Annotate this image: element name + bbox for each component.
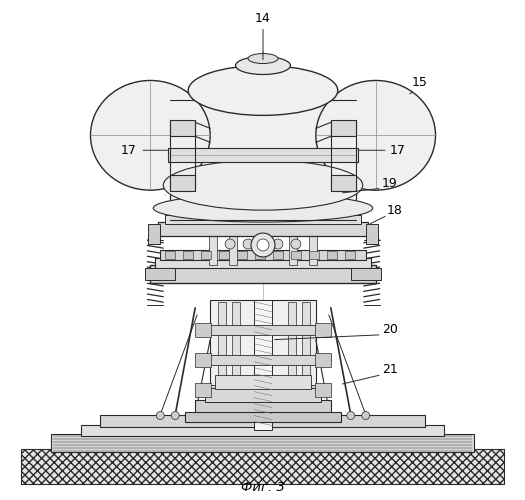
Bar: [209, 230, 217, 265]
Bar: [52, 448, 472, 449]
Bar: [100, 414, 425, 426]
Circle shape: [257, 239, 269, 251]
Bar: [52, 442, 472, 443]
Bar: [52, 444, 472, 446]
Text: 18: 18: [387, 204, 403, 216]
Text: 19: 19: [382, 176, 397, 190]
Bar: [205, 388, 321, 402]
Ellipse shape: [90, 80, 210, 190]
Bar: [165, 215, 361, 224]
Bar: [159, 222, 368, 236]
Ellipse shape: [153, 194, 373, 222]
Ellipse shape: [316, 80, 436, 190]
Bar: [20, 450, 505, 484]
Circle shape: [258, 239, 268, 249]
Bar: [327, 251, 337, 259]
Circle shape: [347, 412, 355, 420]
Bar: [195, 323, 211, 337]
Bar: [215, 374, 311, 388]
Bar: [315, 382, 331, 396]
Circle shape: [171, 412, 179, 420]
Circle shape: [273, 239, 283, 249]
Bar: [145, 268, 175, 280]
Bar: [170, 120, 195, 136]
Text: 21: 21: [382, 363, 397, 376]
Bar: [302, 302, 310, 416]
Bar: [185, 412, 341, 422]
Circle shape: [362, 412, 370, 420]
Ellipse shape: [163, 160, 363, 210]
Bar: [237, 251, 247, 259]
Bar: [50, 434, 475, 452]
Circle shape: [291, 239, 301, 249]
Text: Фиг. 3: Фиг. 3: [241, 481, 285, 494]
Bar: [195, 352, 211, 366]
Bar: [195, 382, 211, 396]
Text: 17: 17: [120, 144, 136, 157]
Bar: [219, 251, 229, 259]
Bar: [309, 230, 317, 265]
Bar: [52, 438, 472, 440]
Bar: [366, 224, 377, 244]
Bar: [52, 436, 472, 437]
Bar: [165, 251, 175, 259]
Bar: [229, 230, 237, 265]
Bar: [315, 323, 331, 337]
Circle shape: [251, 233, 275, 257]
Bar: [255, 251, 265, 259]
Bar: [149, 224, 160, 244]
Bar: [170, 175, 195, 191]
Bar: [289, 230, 297, 265]
Bar: [309, 251, 319, 259]
Bar: [345, 251, 355, 259]
Ellipse shape: [236, 56, 290, 74]
Bar: [170, 100, 356, 220]
Text: 17: 17: [390, 144, 405, 157]
Bar: [155, 258, 371, 268]
Bar: [168, 148, 358, 162]
Bar: [195, 400, 331, 413]
Bar: [218, 302, 226, 416]
Bar: [150, 265, 376, 283]
Ellipse shape: [248, 54, 278, 64]
Bar: [80, 424, 445, 436]
Circle shape: [156, 412, 164, 420]
Ellipse shape: [188, 66, 338, 116]
Bar: [52, 450, 472, 452]
Text: 15: 15: [412, 76, 427, 89]
Bar: [210, 300, 316, 418]
Bar: [205, 384, 321, 394]
Bar: [351, 268, 381, 280]
Bar: [254, 300, 272, 430]
Circle shape: [225, 239, 235, 249]
Bar: [291, 251, 301, 259]
Bar: [273, 251, 283, 259]
Text: 14: 14: [255, 12, 271, 25]
Bar: [183, 251, 193, 259]
Bar: [205, 354, 321, 364]
Bar: [288, 302, 296, 416]
Circle shape: [243, 239, 253, 249]
Bar: [331, 175, 356, 191]
Bar: [331, 120, 356, 136]
Bar: [201, 251, 211, 259]
Bar: [205, 325, 321, 335]
Bar: [160, 250, 366, 260]
Text: 20: 20: [382, 324, 397, 336]
Bar: [315, 352, 331, 366]
Bar: [232, 302, 240, 416]
